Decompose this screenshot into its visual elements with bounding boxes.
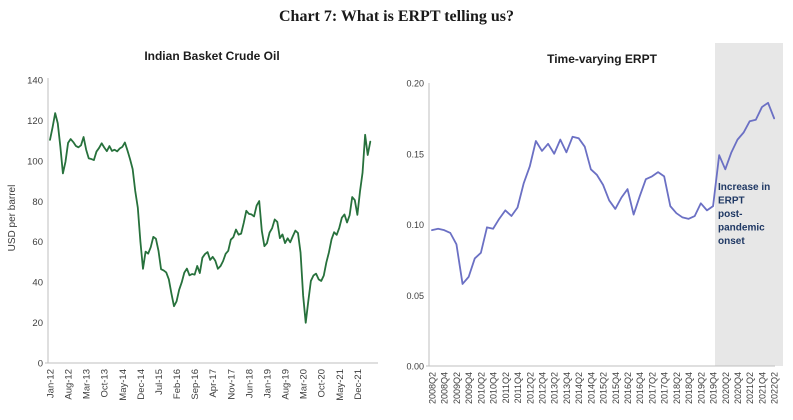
x-tick-label: Dec-21 <box>353 369 364 400</box>
x-tick-label: 2014Q4 <box>586 372 596 404</box>
annotation-increase-erpt: Increase in ERPT post-pandemic onset <box>718 182 770 247</box>
x-tick-label: 2019Q2 <box>696 372 706 404</box>
x-tick-label: Jul-15 <box>154 369 165 395</box>
x-tick-label: 2013Q4 <box>562 372 572 404</box>
x-tick-label: Aug-12 <box>64 369 75 400</box>
x-tick-label: Jan-12 <box>46 369 57 398</box>
x-tick-label: 2018Q2 <box>672 372 682 404</box>
x-tick-label: 2011Q2 <box>501 372 511 403</box>
x-tick-label: 2021Q2 <box>745 372 755 404</box>
x-tick-label: 2014Q2 <box>574 372 584 404</box>
y-tick-label: 0.10 <box>406 220 424 230</box>
x-tick-label: 2009Q2 <box>452 372 462 404</box>
y-tick-label: 140 <box>27 76 43 87</box>
axis-lines <box>426 83 775 367</box>
x-tick-label: Feb-16 <box>172 369 183 399</box>
y-tick-label: 40 <box>32 278 43 289</box>
x-tick-label: 2012Q2 <box>525 372 535 404</box>
x-tick-label: 2009Q4 <box>464 372 474 404</box>
x-tick-label: 2008Q2 <box>428 372 438 404</box>
x-tick-label: May-21 <box>335 369 346 401</box>
x-tick-label: Mar-13 <box>82 369 93 399</box>
y-tick-label: 0.05 <box>406 291 424 301</box>
oil-plot-area: 0 20 40 60 80 100 120 140 Jan-12 Aug-12 Mar-13 Oct-… <box>27 76 378 401</box>
y-tick-label: 80 <box>32 197 43 208</box>
x-tick-label: 2020Q2 <box>721 372 731 404</box>
y-tick-label: 0.20 <box>406 79 424 89</box>
x-tick-label: Mar-20 <box>299 369 310 399</box>
x-tick-label: 2018Q4 <box>684 372 694 404</box>
x-tick-label: 2019Q4 <box>709 372 719 404</box>
x-tick-label: 2017Q4 <box>660 372 670 404</box>
erpt-chart-title: Time-varying ERPT <box>547 52 657 66</box>
x-tick-label: Apr-17 <box>208 369 219 398</box>
x-tick-label: 2011Q4 <box>513 372 523 403</box>
y-tick-label: 100 <box>27 156 43 167</box>
x-tick-label: 2010Q2 <box>476 372 486 404</box>
x-tick-label: Jun-18 <box>244 369 255 398</box>
x-tick-label: 2012Q4 <box>537 372 547 404</box>
x-tick-label: 2015Q4 <box>611 372 621 404</box>
y-tick-label: 120 <box>27 116 43 127</box>
erpt-series-line <box>431 101 776 285</box>
x-tick-label: 2016Q4 <box>635 372 645 404</box>
x-tick-label: 2016Q2 <box>623 372 633 404</box>
x-tick-label: 2017Q2 <box>647 372 657 404</box>
x-tick-label: 2010Q4 <box>489 372 499 404</box>
y-tick-label: 20 <box>32 318 43 329</box>
x-tick-label: Aug-19 <box>281 369 292 400</box>
x-tick-label: Oct-20 <box>317 369 328 398</box>
x-tick-label: Sep-16 <box>190 369 201 400</box>
y-tick-label: 0.15 <box>406 149 424 159</box>
x-tick-label: May-14 <box>118 369 129 401</box>
y-tick-label: 0.00 <box>406 362 424 372</box>
x-tick-label: 2021Q4 <box>757 372 767 404</box>
main-title: Chart 7: What is ERPT telling us? <box>279 8 514 25</box>
x-tick-label: Dec-14 <box>136 369 147 400</box>
y-tick-label: 60 <box>32 237 43 248</box>
x-tick-label: 2008Q4 <box>440 372 450 404</box>
x-tick-label: 2013Q2 <box>550 372 560 404</box>
axis-lines <box>45 78 378 364</box>
x-tick-label: Oct-13 <box>100 369 111 398</box>
oil-y-axis-label: USD per barrel <box>7 185 18 252</box>
x-tick-label: 2015Q2 <box>599 372 609 404</box>
x-tick-label: Jan-19 <box>262 369 273 398</box>
oil-chart: Indian Basket Crude Oil USD per barrel 0… <box>7 49 378 401</box>
oil-chart-title: Indian Basket Crude Oil <box>144 49 279 63</box>
pandemic-shade-region <box>715 43 783 366</box>
x-tick-label: Nov-17 <box>226 369 237 400</box>
oil-series-line <box>49 112 372 324</box>
x-tick-label: 2020Q4 <box>733 372 743 404</box>
y-tick-label: 0 <box>38 359 43 370</box>
x-tick-label: 2022Q2 <box>770 372 780 404</box>
